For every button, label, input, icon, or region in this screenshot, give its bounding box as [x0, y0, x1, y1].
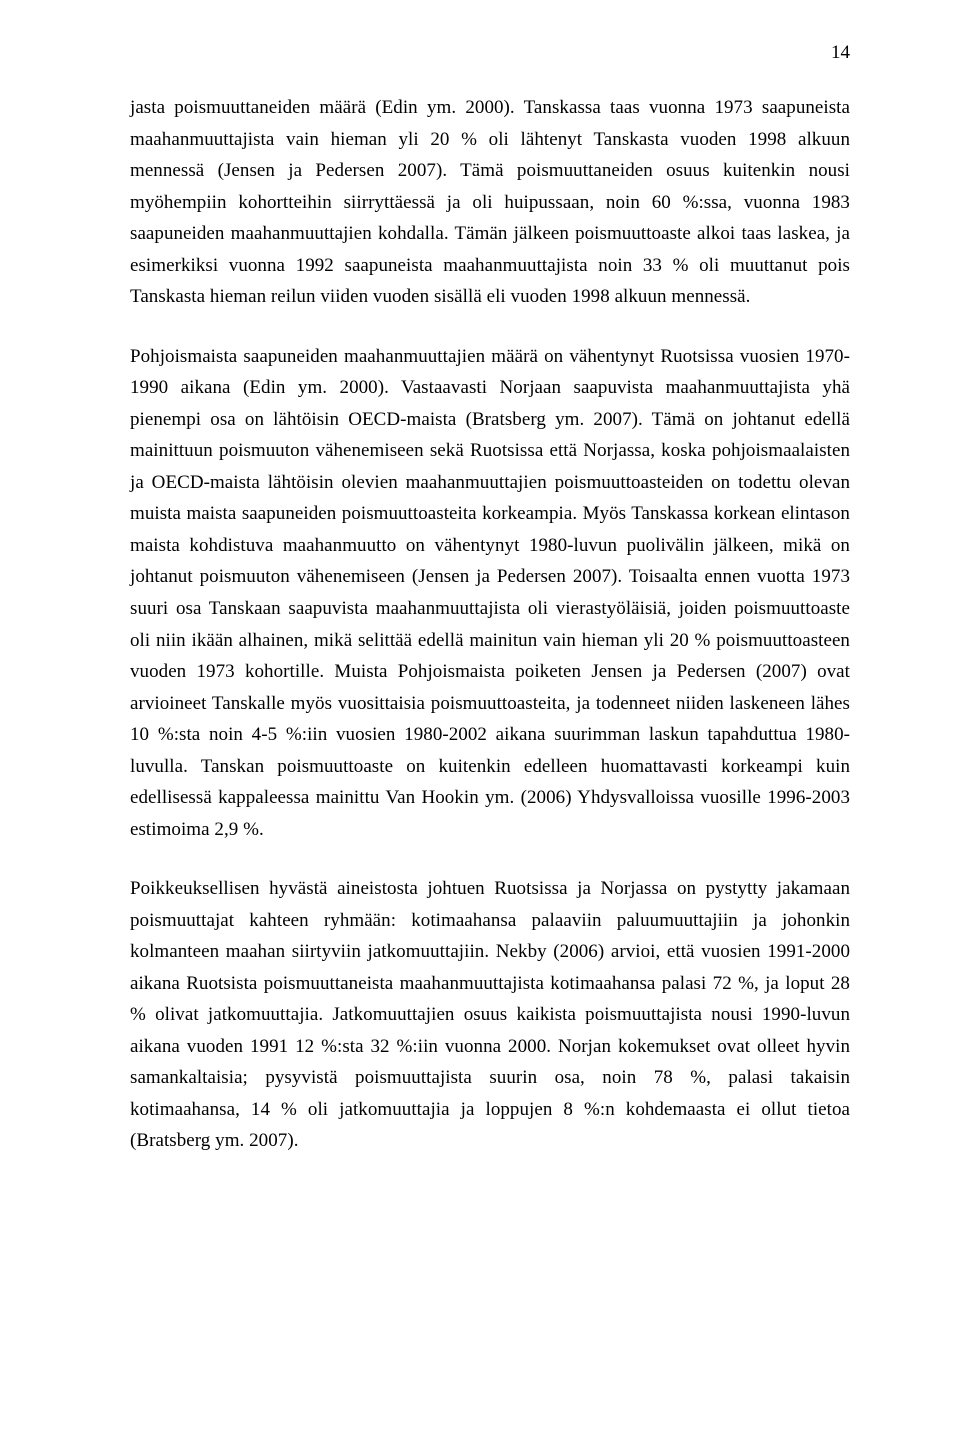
- document-page: 14 jasta poismuuttaneiden määrä (Edin ym…: [0, 0, 960, 1448]
- page-number: 14: [831, 42, 850, 64]
- paragraph: Pohjoismaista saapuneiden maahanmuuttaji…: [130, 341, 850, 846]
- paragraph: jasta poismuuttaneiden määrä (Edin ym. 2…: [130, 92, 850, 313]
- paragraph: Poikkeuksellisen hyvästä aineistosta joh…: [130, 873, 850, 1157]
- body-text: jasta poismuuttaneiden määrä (Edin ym. 2…: [130, 92, 850, 1157]
